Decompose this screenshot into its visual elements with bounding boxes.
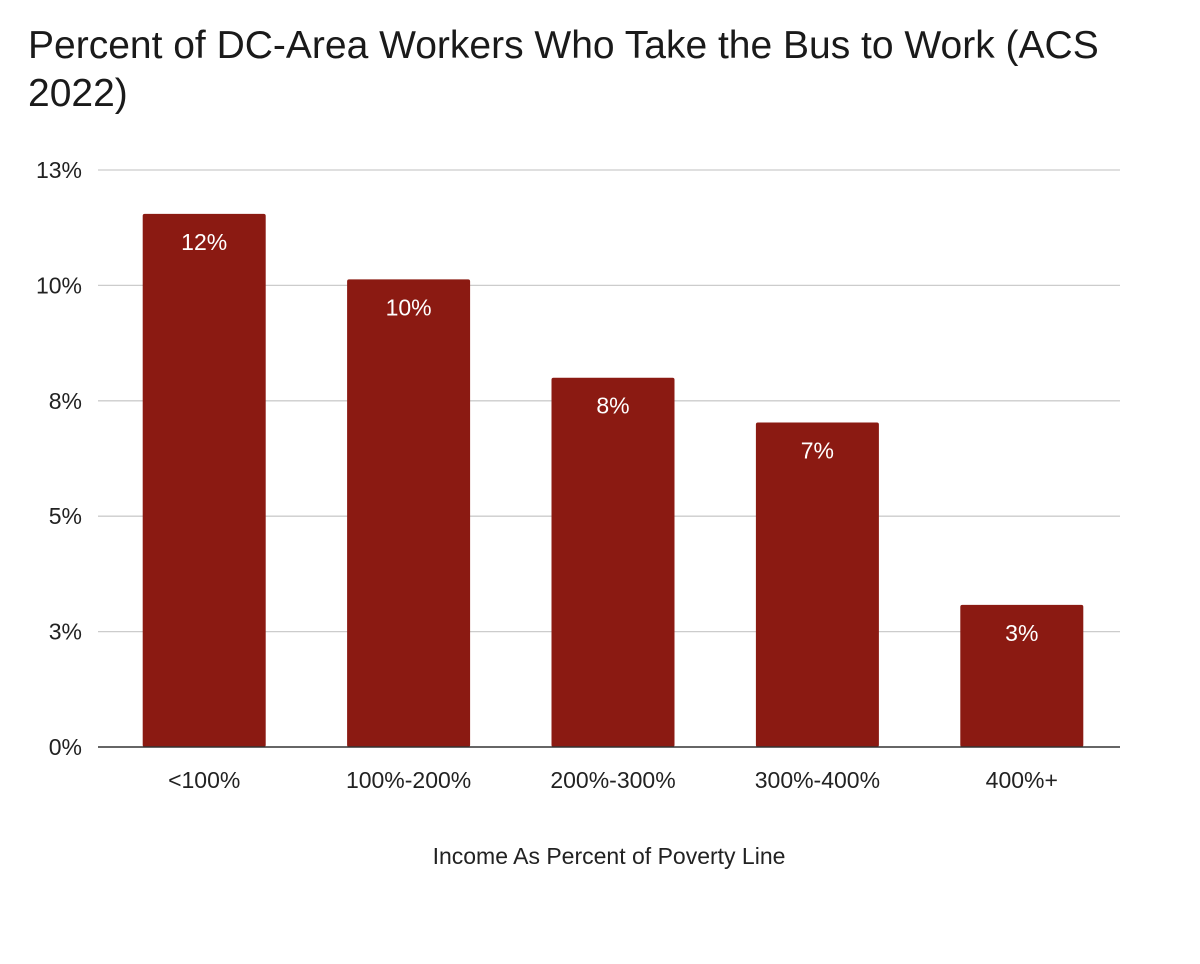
y-tick-label: 5% (49, 503, 82, 529)
x-category-label: 300%-400% (755, 767, 880, 793)
chart-title: Percent of DC-Area Workers Who Take the … (28, 24, 1099, 115)
x-axis-title: Income As Percent of Poverty Line (433, 843, 786, 869)
data-label: 3% (1005, 620, 1038, 646)
bar (551, 377, 675, 747)
bar (347, 279, 471, 747)
data-label: 10% (386, 294, 432, 320)
x-category-label: <100% (168, 767, 240, 793)
y-tick-label: 3% (49, 619, 82, 645)
bar (755, 422, 879, 747)
y-tick-label: 10% (36, 272, 82, 298)
x-axis-category-labels: <100% 100%-200% 200%-300% 300%-400% 400%+ (168, 767, 1058, 793)
x-category-label: 100%-200% (346, 767, 471, 793)
bars (142, 213, 1084, 748)
bar (142, 213, 266, 748)
data-label: 12% (181, 229, 227, 255)
data-labels: 12% 10% 8% 7% 3% (181, 229, 1038, 646)
y-tick-label: 8% (49, 388, 82, 414)
y-tick-label: 0% (49, 734, 82, 760)
x-category-label: 400%+ (986, 767, 1058, 793)
data-label: 8% (596, 393, 629, 419)
bar (960, 604, 1084, 747)
y-tick-label: 13% (36, 157, 82, 183)
x-category-label: 200%-300% (550, 767, 675, 793)
y-axis-tick-labels: 0% 3% 5% 8% 10% 13% (36, 157, 82, 760)
data-label: 7% (801, 437, 834, 463)
